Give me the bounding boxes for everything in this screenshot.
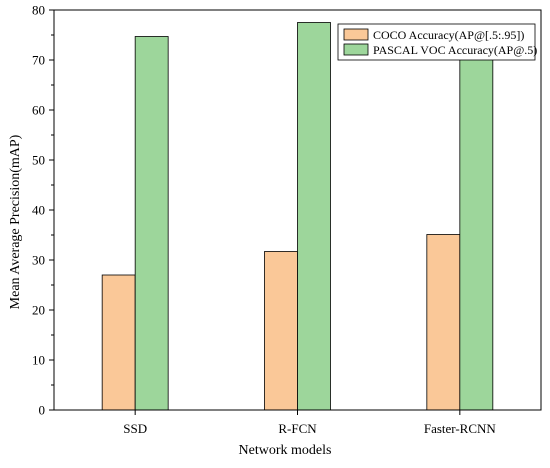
bar-series-1-faster-rcnn [426,234,461,411]
bar-series-1-r-fcn [264,251,298,411]
legend-label-1: COCO Accuracy(AP@[.5:.95]) [373,28,524,42]
legend-label-2: PASCAL VOC Accuracy(AP@.5) [373,43,537,57]
bar-series-2-r-fcn [297,22,331,411]
y-tick-label: 20 [32,303,45,318]
x-tick-label: SSD [123,421,147,436]
bar-series-2-faster-rcnn [459,57,494,411]
y-tick-label: 70 [32,53,45,68]
y-tick-label: 0 [39,403,46,418]
y-tick-label: 50 [32,153,45,168]
legend: COCO Accuracy(AP@[.5:.95])PASCAL VOC Acc… [337,23,537,61]
x-tick-label: Faster-RCNN [424,421,497,436]
y-tick-label: 10 [32,353,45,368]
x-axis-title: Network models [239,443,332,458]
y-tick-label: 30 [32,253,45,268]
y-tick-label: 60 [32,103,45,118]
legend-swatch-2 [343,43,369,56]
bar-series-2-ssd [134,36,169,411]
y-tick-label: 80 [32,3,45,18]
bar-series-1-ssd [101,274,136,411]
y-tick-label: 40 [32,203,45,218]
y-axis-title: Mean Average Precision(mAP) [8,134,23,309]
axes-layer: SSD R-FCN Faster-RCNN 0 10 20 30 40 50 60 70 80 [32,3,542,436]
x-tick-label: R-FCN [278,421,317,436]
legend-box [337,23,536,61]
legend-swatch-1 [343,28,369,41]
bars-layer [101,22,494,411]
